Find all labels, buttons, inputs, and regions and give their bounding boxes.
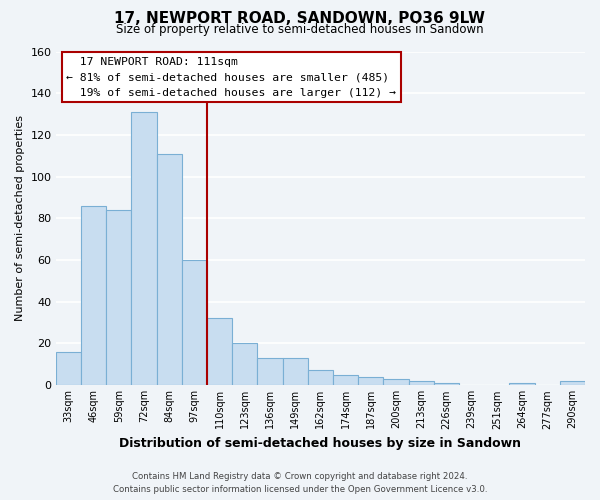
- Bar: [232, 344, 257, 385]
- Bar: [182, 260, 207, 385]
- Bar: [106, 210, 131, 385]
- Bar: [207, 318, 232, 385]
- Bar: [56, 352, 81, 385]
- X-axis label: Distribution of semi-detached houses by size in Sandown: Distribution of semi-detached houses by …: [119, 437, 521, 450]
- Bar: [257, 358, 283, 385]
- Text: 17 NEWPORT ROAD: 111sqm
← 81% of semi-detached houses are smaller (485)
  19% of: 17 NEWPORT ROAD: 111sqm ← 81% of semi-de…: [67, 56, 397, 98]
- Bar: [131, 112, 157, 385]
- Bar: [157, 154, 182, 385]
- Bar: [383, 378, 409, 385]
- Bar: [434, 383, 459, 385]
- Text: Contains HM Land Registry data © Crown copyright and database right 2024.
Contai: Contains HM Land Registry data © Crown c…: [113, 472, 487, 494]
- Y-axis label: Number of semi-detached properties: Number of semi-detached properties: [15, 116, 25, 322]
- Bar: [81, 206, 106, 385]
- Bar: [560, 381, 585, 385]
- Text: Size of property relative to semi-detached houses in Sandown: Size of property relative to semi-detach…: [116, 22, 484, 36]
- Bar: [308, 370, 333, 385]
- Bar: [409, 381, 434, 385]
- Bar: [333, 374, 358, 385]
- Bar: [283, 358, 308, 385]
- Bar: [509, 383, 535, 385]
- Bar: [358, 376, 383, 385]
- Text: 17, NEWPORT ROAD, SANDOWN, PO36 9LW: 17, NEWPORT ROAD, SANDOWN, PO36 9LW: [115, 11, 485, 26]
